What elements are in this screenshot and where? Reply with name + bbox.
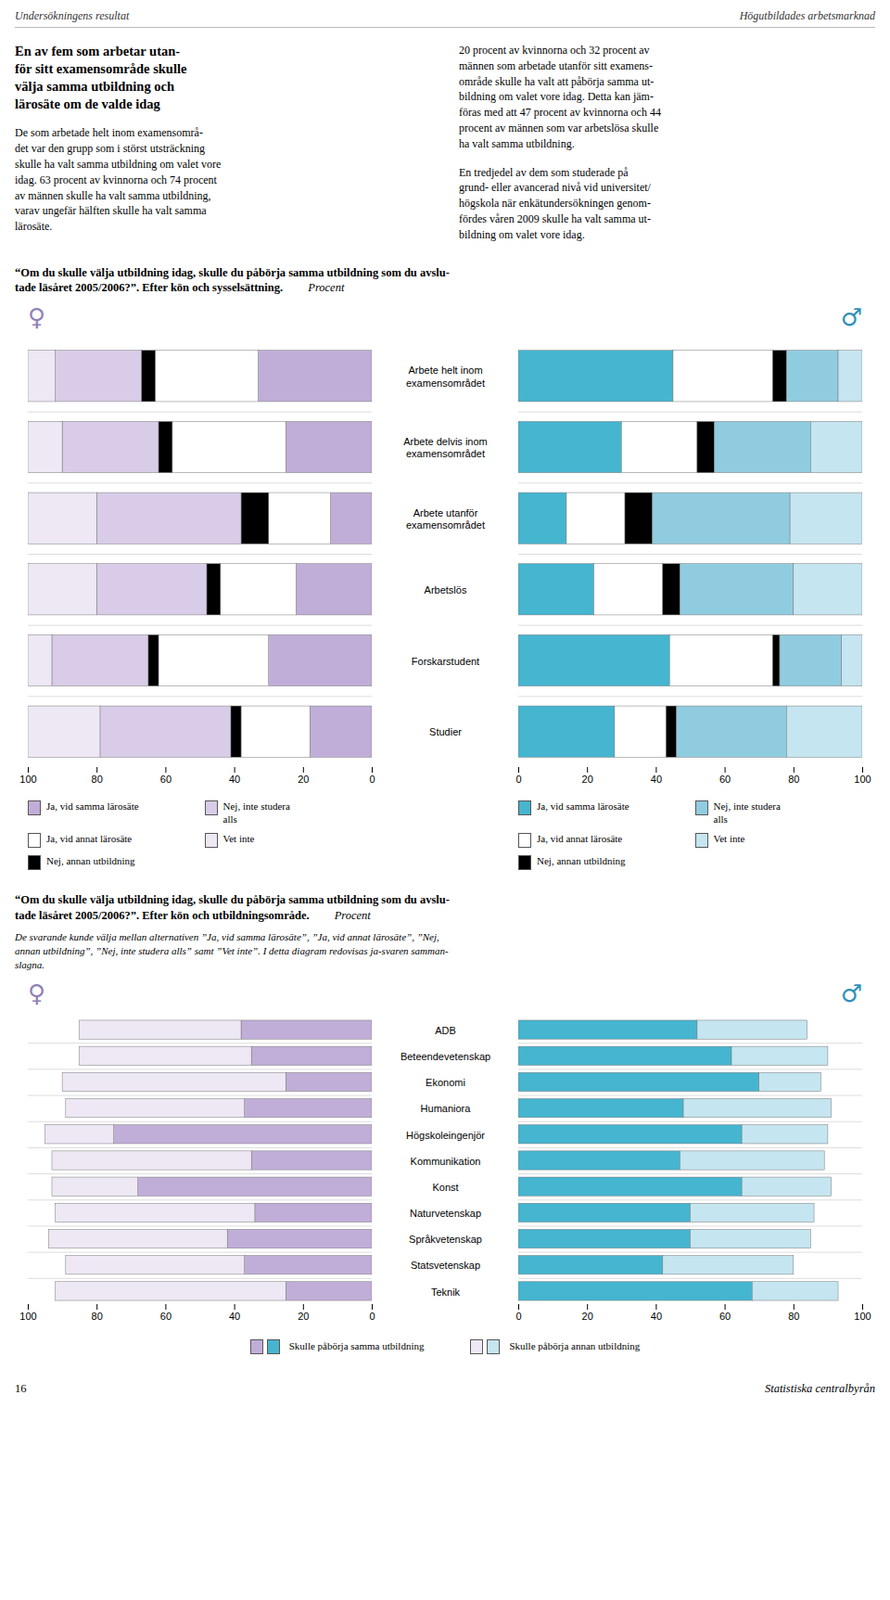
svg-text:60: 60 (719, 1309, 731, 1322)
svg-text:40: 40 (650, 774, 662, 786)
html-text:Ja, vid samma lärosäte: Ja, vid samma lärosäte (536, 800, 630, 812)
svg-text:Arbete delvis inomexamensområd: Arbete delvis inomexamensområdet (403, 435, 488, 459)
svg-text:Arbete helt inomexamensområdet: Arbete helt inomexamensområdet (406, 365, 485, 389)
html-text:Nej, inte studera alls: Nej, inte studera alls (222, 800, 291, 824)
svg-text:Studier: Studier (429, 726, 462, 738)
svg-text:60: 60 (160, 774, 172, 786)
svg-text:Konst: Konst (432, 1181, 458, 1193)
html-text:Skulle påbörja annan utbildnin: Skulle påbörja annan utbildning (509, 1340, 640, 1352)
html-text:Ja, vid annat lärosäte: Ja, vid annat lärosäte (46, 832, 132, 844)
html-text:Nej, annan utbildning: Nej, annan utbildning (536, 854, 626, 866)
html-text:16: 16 (14, 1381, 27, 1395)
svg-text:80: 80 (788, 774, 800, 786)
svg-text:20: 20 (582, 774, 594, 786)
html-text:Statistiska centralbyrån: Statistiska centralbyrån (764, 1381, 876, 1395)
svg-text:Arbete utanförexamensområdet: Arbete utanförexamensområdet (406, 507, 485, 531)
svg-text:60: 60 (719, 774, 731, 786)
svg-text:80: 80 (788, 1309, 800, 1322)
svg-text:20: 20 (297, 774, 309, 786)
svg-text:60: 60 (160, 1309, 172, 1322)
html-text:Ja, vid samma lärosäte: Ja, vid samma lärosäte (46, 800, 139, 812)
svg-text:0: 0 (515, 1309, 522, 1322)
svg-text:Humaniora: Humaniora (420, 1102, 472, 1114)
svg-text:0: 0 (368, 1309, 375, 1322)
html-text:Ja, vid annat lärosäte: Ja, vid annat lärosäte (536, 832, 623, 844)
svg-text:Naturvetenskap: Naturvetenskap (409, 1207, 482, 1219)
svg-text:Teknik: Teknik (431, 1285, 461, 1297)
html-text:Undersökningens resultat: Undersökningens resultat (14, 9, 130, 23)
html-text:“Om du skulle välja utbildning: “Om du skulle välja utbildning idag, sku… (14, 892, 450, 922)
html-text:Procent: Procent (334, 908, 371, 922)
svg-text:20: 20 (582, 1309, 594, 1322)
html-text:Nej, annan utbildning: Nej, annan utbildning (46, 854, 135, 866)
svg-text:100: 100 (853, 774, 871, 786)
svg-text:Språkvetenskap: Språkvetenskap (408, 1233, 483, 1245)
html-text:Högutbildades arbetsmarknad: Högutbildades arbetsmarknad (739, 9, 876, 23)
html-text:Skulle påbörja samma utbildnin: Skulle påbörja samma utbildning (288, 1340, 425, 1352)
svg-text:Arbetslös: Arbetslös (424, 584, 468, 596)
svg-text:100: 100 (19, 774, 37, 786)
svg-text:100: 100 (19, 1309, 37, 1322)
svg-text:Ekonomi: Ekonomi (425, 1076, 466, 1088)
html-text:En tredjedel av dem som studer: En tredjedel av dem som studerade på gru… (458, 165, 651, 241)
html-text:Vet inte: Vet inte (222, 832, 255, 844)
html-text:De svarande kunde välja mellan: De svarande kunde välja mellan alternati… (14, 931, 449, 970)
svg-text:0: 0 (368, 774, 375, 786)
html-text:“Om du skulle välja utbildning: “Om du skulle välja utbildning idag, sku… (14, 265, 450, 295)
svg-text:Kommunikation: Kommunikation (410, 1155, 482, 1167)
svg-text:ADB: ADB (434, 1024, 457, 1036)
svg-text:40: 40 (650, 1309, 662, 1322)
html-text:20 procent av kvinnorna och 32: 20 procent av kvinnorna och 32 procent a… (458, 43, 661, 151)
html-text:Nej, inte studera alls: Nej, inte studera alls (713, 800, 781, 824)
svg-text:Forskarstudent: Forskarstudent (411, 655, 480, 667)
svg-text:80: 80 (91, 774, 103, 786)
html-text:De som arbetade helt inom exam: De som arbetade helt inom examensområ- d… (14, 126, 221, 233)
svg-text:20: 20 (297, 1309, 309, 1322)
svg-text:Beteendevetenskap: Beteendevetenskap (400, 1050, 491, 1062)
svg-text:40: 40 (228, 1309, 241, 1322)
svg-text:Statsvetenskap: Statsvetenskap (410, 1258, 481, 1271)
svg-text:0: 0 (515, 774, 522, 786)
svg-text:80: 80 (91, 1309, 103, 1322)
html-text:Procent: Procent (308, 281, 345, 295)
svg-text:Högskoleingenjör: Högskoleingenjör (406, 1129, 485, 1141)
html-text:En av fem som arbetar utan- fö: En av fem som arbetar utan- för sitt exa… (14, 43, 187, 111)
svg-text:100: 100 (853, 1309, 871, 1322)
svg-text:40: 40 (228, 774, 241, 786)
html-text:Vet inte: Vet inte (713, 832, 745, 844)
